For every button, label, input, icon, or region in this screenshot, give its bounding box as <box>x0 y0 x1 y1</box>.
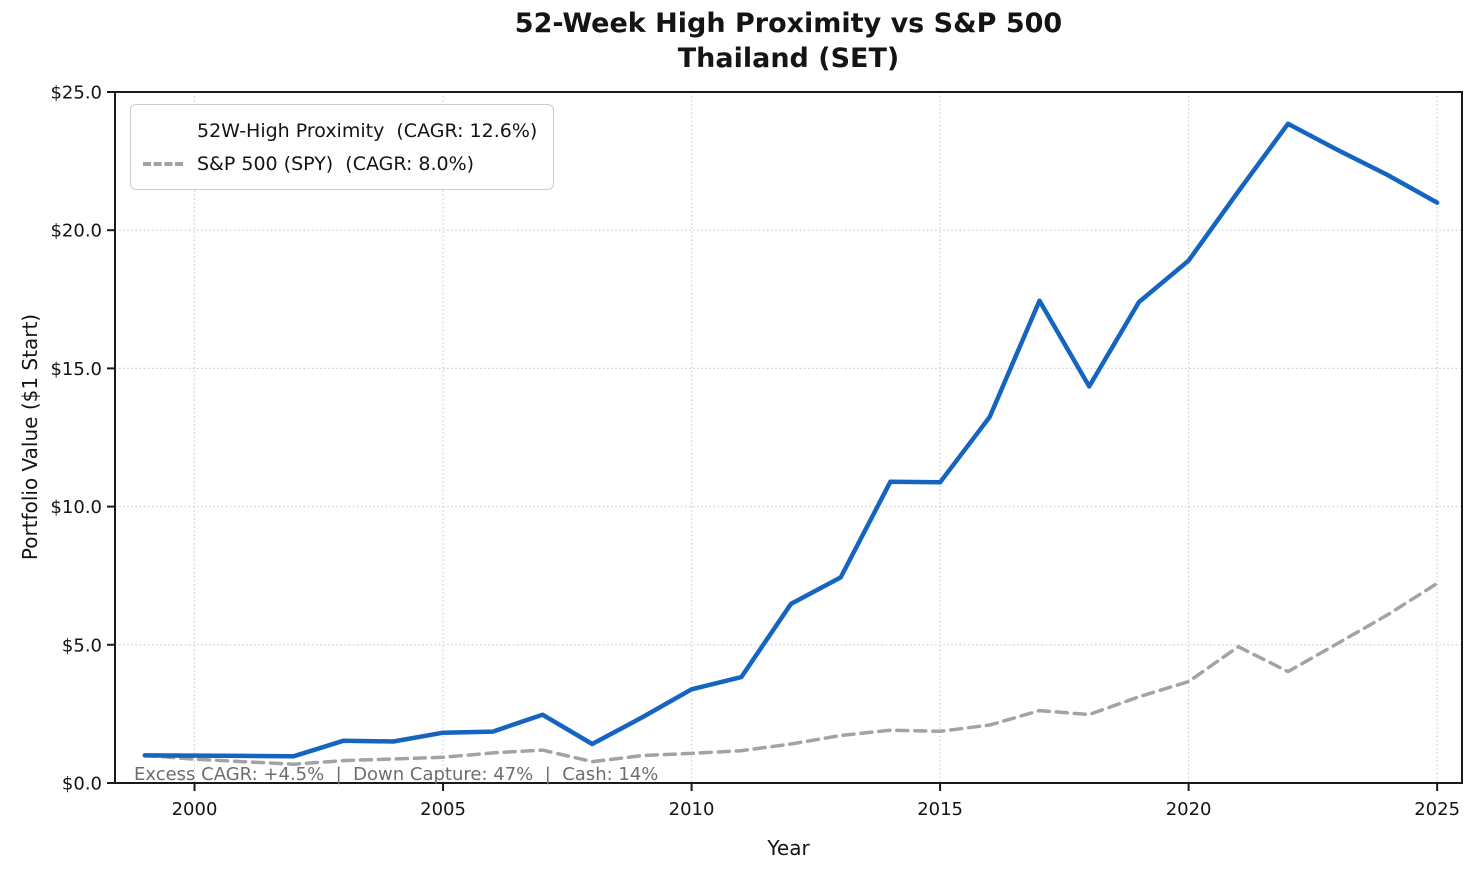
x-tick-label: 2025 <box>1414 799 1460 820</box>
x-tick-label: 2010 <box>669 799 715 820</box>
chart-title: 52-Week High Proximity vs S&P 500 Thaila… <box>115 6 1462 76</box>
y-axis-label: Portfolio Value ($1 Start) <box>18 313 42 561</box>
plot-frame <box>114 91 1463 784</box>
y-tick-label: $10.0 <box>50 497 102 518</box>
chart-title-line1: 52-Week High Proximity vs S&P 500 <box>514 8 1063 39</box>
legend: 52W-High Proximity (CAGR: 12.6%) S&P 500… <box>130 104 555 190</box>
y-tick-label: $25.0 <box>50 83 102 104</box>
y-tick-label: $5.0 <box>62 635 102 656</box>
x-tick-label: 2015 <box>917 799 963 820</box>
legend-label: 52W-High Proximity (CAGR: 12.6%) <box>197 119 538 142</box>
y-tick-label: $0.0 <box>62 774 102 795</box>
y-tick-label: $20.0 <box>50 221 102 242</box>
x-tick-label: 2005 <box>420 799 466 820</box>
legend-label: S&P 500 (SPY) (CAGR: 8.0%) <box>197 152 475 175</box>
legend-swatch-solid-line <box>143 128 183 133</box>
legend-swatch-dashed-line <box>143 161 183 166</box>
series-line-52w-high-proximity <box>142 121 1440 759</box>
legend-item-benchmark: S&P 500 (SPY) (CAGR: 8.0%) <box>143 147 537 180</box>
x-axis-label: Year <box>767 836 810 860</box>
legend-item-strategy: 52W-High Proximity (CAGR: 12.6%) <box>143 114 537 147</box>
series-line-sp500-benchmark <box>143 581 1439 766</box>
y-tick-label: $15.0 <box>50 359 102 380</box>
stats-annotation: Excess CAGR: +4.5% | Down Capture: 47% |… <box>134 764 659 785</box>
x-tick-label: 2020 <box>1166 799 1212 820</box>
chart-title-line2: Thailand (SET) <box>677 43 900 74</box>
x-tick-label: 2000 <box>172 799 218 820</box>
